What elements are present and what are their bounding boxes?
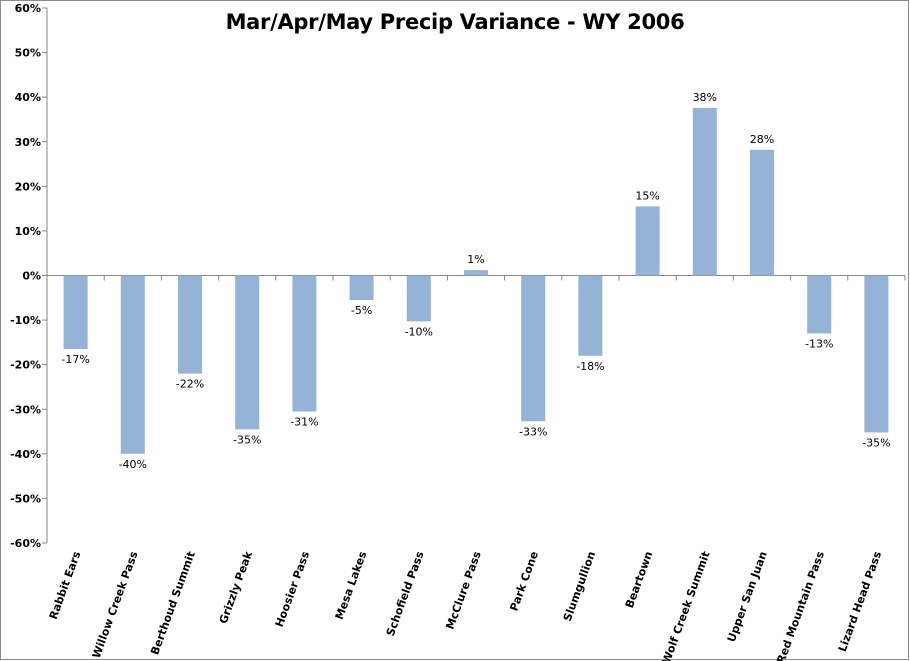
bar[interactable]: [463, 270, 489, 276]
bar[interactable]: [63, 275, 88, 350]
category-label: McClure Pass: [444, 549, 484, 631]
category-label: Hoosier Pass: [273, 549, 313, 629]
data-label: -17%: [61, 353, 89, 366]
y-tick-label: 30%: [15, 136, 41, 149]
data-label: -18%: [576, 360, 604, 373]
bar[interactable]: [635, 206, 660, 276]
data-label: -40%: [119, 458, 147, 471]
category-label: Beartown: [623, 550, 656, 610]
y-tick-label: -50%: [10, 492, 41, 505]
category-label: Slumgullion: [561, 550, 598, 623]
category-label: Lizard Head Pass: [836, 549, 885, 653]
data-label: 1%: [467, 253, 484, 266]
bar[interactable]: [177, 275, 203, 374]
y-tick-label: -40%: [10, 448, 41, 461]
data-label: -33%: [519, 425, 547, 438]
y-tick-label: 60%: [15, 2, 41, 15]
y-tick-label: -10%: [10, 314, 41, 327]
y-tick-label: 10%: [15, 225, 41, 238]
data-label: -35%: [233, 433, 261, 446]
category-label: Schofield Pass: [384, 549, 427, 638]
category-label: Grizzly Peak: [217, 549, 255, 626]
bar[interactable]: [578, 275, 603, 356]
bar[interactable]: [120, 275, 145, 454]
y-tick-label: -20%: [10, 359, 41, 372]
category-label: Rabbit Ears: [47, 549, 84, 621]
data-label: -22%: [176, 378, 204, 391]
data-label: 15%: [635, 189, 659, 202]
bar[interactable]: [692, 107, 717, 276]
category-label: Upper San Juan: [725, 550, 770, 644]
bar[interactable]: [235, 275, 260, 430]
data-label: -13%: [805, 337, 833, 350]
category-label: Willow Creek Pass: [90, 549, 141, 660]
data-label: 28%: [750, 133, 774, 146]
category-label: Mesa Lakes: [333, 549, 370, 621]
category-label: Park Cone: [507, 550, 541, 613]
data-label: -35%: [862, 436, 890, 449]
bars: [63, 107, 889, 454]
bar[interactable]: [521, 275, 546, 422]
bar[interactable]: [292, 275, 317, 412]
y-tick-label: -60%: [10, 537, 41, 550]
bar[interactable]: [807, 275, 832, 334]
bar[interactable]: [406, 275, 431, 322]
category-label: Berthoud Summit: [148, 550, 198, 657]
category-label: Red Mountain Pass: [774, 549, 827, 661]
data-label: -5%: [351, 304, 372, 317]
y-tick-label: 0%: [22, 270, 41, 283]
bar[interactable]: [749, 149, 775, 276]
y-tick-label: 20%: [15, 180, 41, 193]
y-tick-label: -30%: [10, 403, 41, 416]
data-label: -10%: [405, 325, 433, 338]
data-label: -31%: [290, 415, 318, 428]
chart-title: Mar/Apr/May Precip Variance - WY 2006: [225, 10, 685, 34]
bar[interactable]: [864, 275, 889, 433]
y-tick-label: 50%: [15, 47, 41, 60]
bar[interactable]: [349, 275, 374, 301]
y-tick-label: 40%: [15, 91, 41, 104]
category-label: Wolf Creek Summit: [660, 550, 713, 661]
data-label: 38%: [693, 91, 717, 104]
data-labels: -17% -40% -22% -35% -31% -5% -10% 1% -33% -18% 15%…: [61, 91, 890, 471]
